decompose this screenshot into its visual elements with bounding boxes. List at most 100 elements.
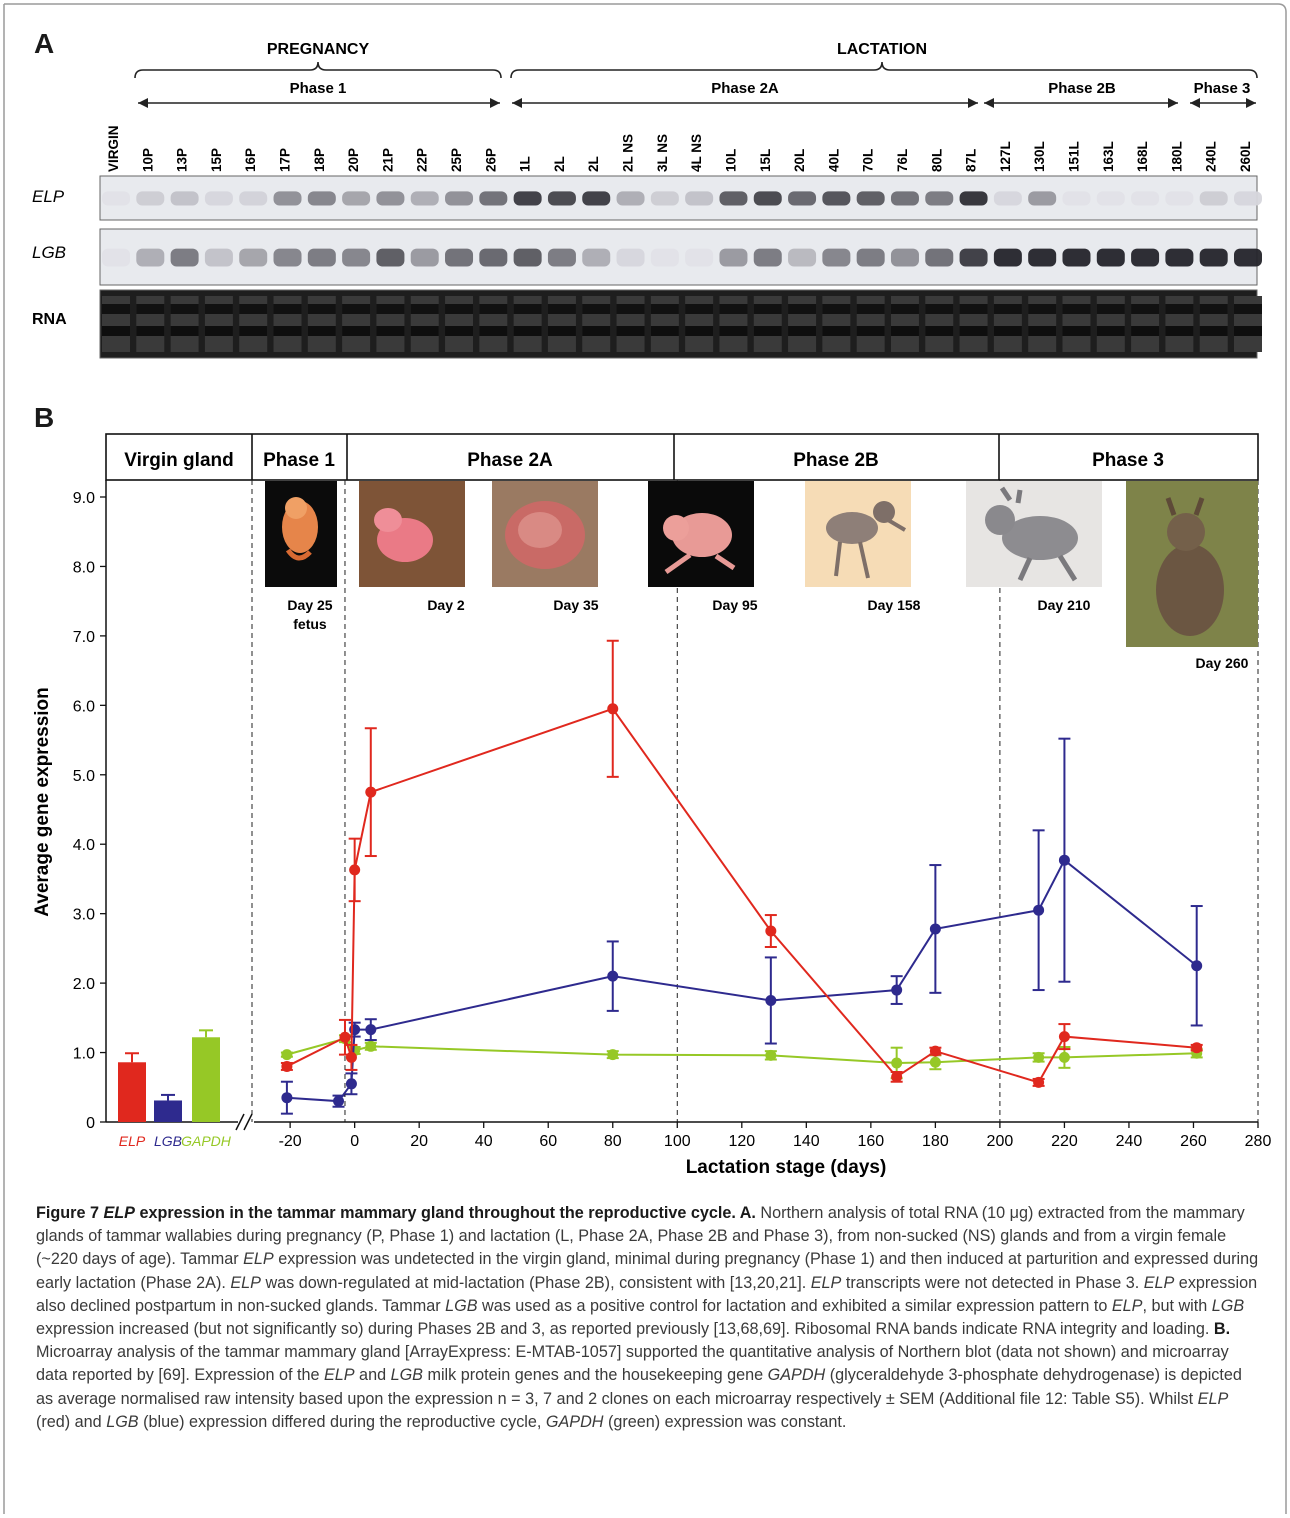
point-gapdh <box>765 1049 777 1061</box>
rna-band <box>204 326 233 336</box>
blot-band <box>616 248 645 267</box>
blot-band <box>856 191 885 206</box>
northern-blot-panel: PREGNANCY LACTATION Phase 1 Phase 2A Pha… <box>32 41 1262 359</box>
blot-band <box>547 191 576 206</box>
rna-band <box>719 304 748 314</box>
lane-label: 80L <box>929 149 944 172</box>
lane-label: VIRGIN <box>106 125 121 172</box>
caption-segment: LGB <box>1211 1296 1245 1315</box>
lgb-blot-strip <box>99 228 1262 286</box>
lane-labels: VIRGIN 10P 13P 15P 16P 17P 18P 20P 21P 22P 25P 26P 1… <box>106 125 1253 172</box>
point-lgb <box>1033 904 1045 916</box>
x-tick-label: 20 <box>410 1133 428 1150</box>
caption-segment: expression also declined postpartum in n… <box>36 1273 1258 1315</box>
point-elp <box>607 703 619 715</box>
photo-day35 <box>492 481 598 587</box>
caption-segment: A. <box>735 1204 756 1222</box>
panel-b-label: B <box>34 402 55 433</box>
caption-segment: expression was undetected in the virgin … <box>36 1250 1259 1292</box>
rna-band <box>204 304 233 314</box>
point-lgb <box>281 1092 293 1104</box>
point-lgb <box>1058 854 1070 866</box>
x-tick-label: 40 <box>475 1133 493 1150</box>
lane-label: 70L <box>861 149 876 172</box>
rna-band <box>822 326 851 336</box>
rna-band <box>1131 304 1160 314</box>
blot-band <box>1199 248 1228 267</box>
bar-label-gapdh: GAPDH <box>181 1133 232 1149</box>
blot-band <box>959 248 988 267</box>
lane-label: 10P <box>140 148 155 172</box>
lane-label: 21P <box>380 148 395 172</box>
blot-band <box>273 248 302 267</box>
blot-band <box>376 248 405 267</box>
rna-band <box>376 304 405 314</box>
lane-label: 151L <box>1066 141 1081 172</box>
blot-band <box>410 248 439 267</box>
rna-band <box>650 304 679 314</box>
rna-band <box>445 304 474 314</box>
caption-day25: Day 25 fetus <box>287 597 332 632</box>
caption-segment: Microarray analysis of the tammar mammar… <box>36 1343 1229 1385</box>
y-tick-label: 6.0 <box>73 698 95 715</box>
caption-segment: ELP <box>1197 1389 1229 1408</box>
arrowhead <box>490 98 500 108</box>
point-lgb <box>765 994 777 1006</box>
blot-band <box>204 191 233 206</box>
caption-segment: expression increased (but not significan… <box>36 1320 1210 1339</box>
rna-band <box>1062 304 1091 314</box>
rna-band <box>1199 304 1228 314</box>
lane-label: 16P <box>243 148 258 172</box>
series-line-lgb <box>286 858 1198 1103</box>
blot-band <box>445 191 474 206</box>
x-tick-label: -20 <box>279 1133 302 1150</box>
rna-band <box>1131 326 1160 336</box>
caption-segment: (glyceraldehyde 3-phosphate dehydrogenas… <box>36 1366 1242 1408</box>
caption-segment: GAPDH <box>545 1412 604 1431</box>
header-phase-2b: Phase 2B <box>793 450 879 471</box>
blot-band <box>1234 248 1262 267</box>
blot-band <box>307 191 336 206</box>
blot-band <box>547 248 576 267</box>
point-gapdh <box>929 1056 941 1068</box>
caption-segment: LGB <box>445 1296 478 1315</box>
blot-band <box>445 248 474 267</box>
blot-band <box>136 248 165 267</box>
caption-segment: was down-regulated at mid-lactation (Pha… <box>260 1273 811 1292</box>
lane-label: 17P <box>278 148 293 172</box>
blot-band <box>102 191 130 206</box>
rna-band <box>513 326 542 336</box>
rna-band <box>685 326 714 336</box>
rna-band <box>993 304 1022 314</box>
caption-segment: and <box>354 1366 391 1385</box>
point-gapdh <box>1033 1051 1045 1063</box>
header-phase-3: Phase 3 <box>1092 450 1164 471</box>
phase-arrows <box>138 98 1256 108</box>
rna-band <box>1165 326 1194 336</box>
lane-label: 25P <box>449 148 464 172</box>
caption-figure-label: Figure 7 <box>36 1204 99 1222</box>
lane-label: 260L <box>1238 141 1253 172</box>
lactation-brace <box>510 61 1258 79</box>
blot-band <box>1131 248 1160 267</box>
blot-band <box>239 191 268 206</box>
bar-elp <box>118 1062 146 1122</box>
lane-label: 2L <box>586 156 601 172</box>
blot-band <box>102 248 130 267</box>
rna-band <box>102 304 130 314</box>
caption-segment: (blue) expression differed during the re… <box>138 1412 546 1431</box>
phase-header-bar: Virgin gland Phase 1 Phase 2A Phase 2B P… <box>105 433 1259 481</box>
blot-row-label-rna: RNA <box>32 311 67 328</box>
blot-band <box>890 191 919 206</box>
rna-band <box>788 326 817 336</box>
y-tick-label: 2.0 <box>73 976 95 993</box>
rna-band <box>1028 326 1057 336</box>
rna-band <box>410 326 439 336</box>
lane-label: 20L <box>792 149 807 172</box>
blot-band <box>479 248 508 267</box>
caption-day2: Day 2 <box>427 597 465 613</box>
point-elp <box>1033 1076 1045 1088</box>
y-tick-label: 9.0 <box>73 490 95 507</box>
blot-band <box>1096 248 1125 267</box>
